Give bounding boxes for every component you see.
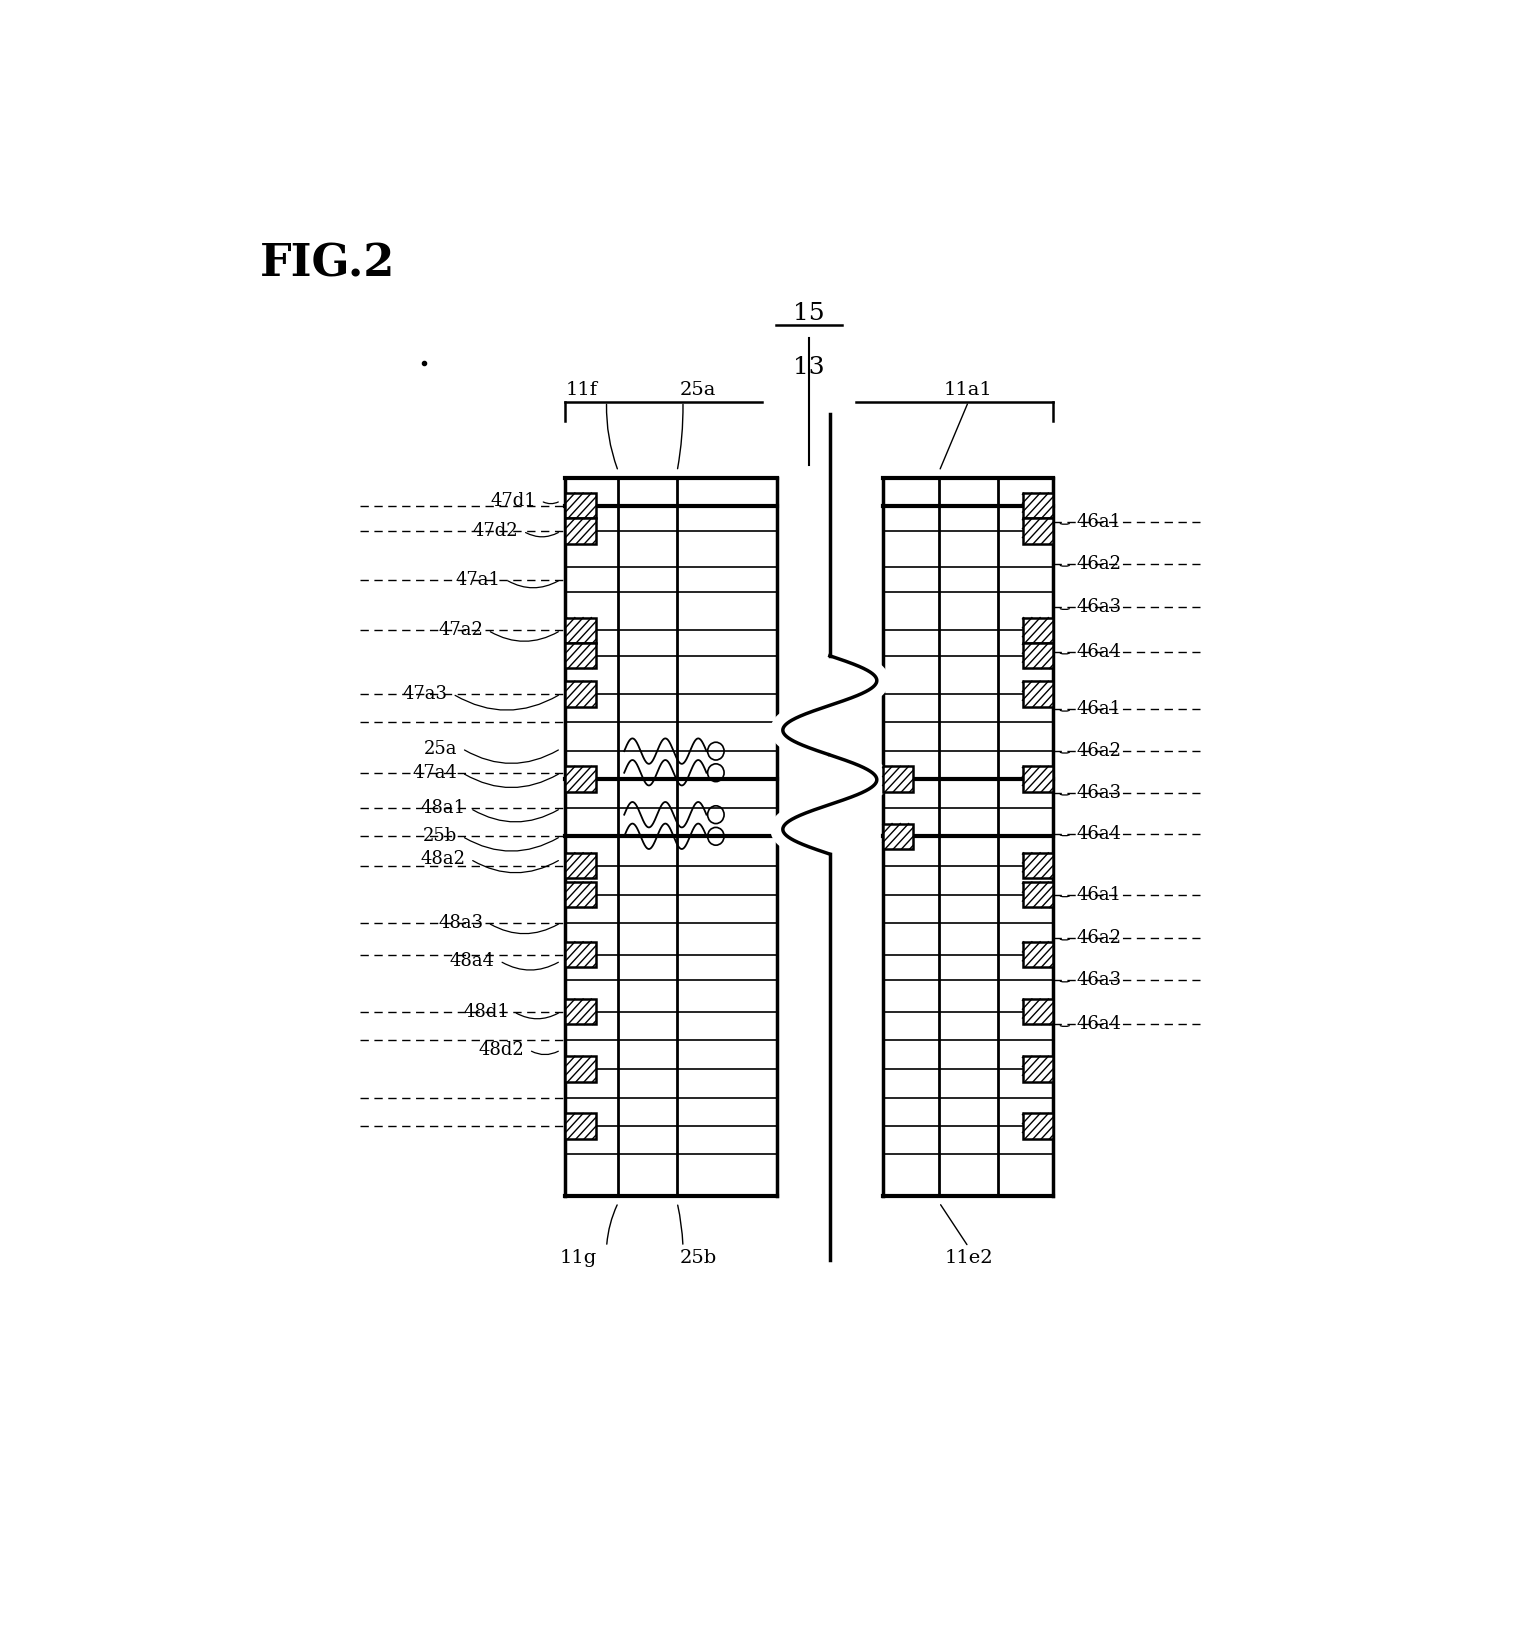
Bar (1022, 854, 1054, 878)
Bar (565, 617, 596, 644)
Bar (565, 999, 596, 1024)
Text: 47a1: 47a1 (456, 571, 500, 588)
Text: 25a: 25a (424, 740, 458, 758)
Text: 25b: 25b (423, 827, 458, 845)
Text: 46a4: 46a4 (1076, 642, 1122, 660)
Bar (1022, 682, 1054, 707)
Text: 46a2: 46a2 (1076, 741, 1122, 759)
Bar (1022, 941, 1054, 967)
Text: 47d2: 47d2 (473, 522, 518, 540)
Text: 47a4: 47a4 (412, 764, 458, 781)
Bar (1022, 1057, 1054, 1081)
Bar (1022, 644, 1054, 669)
Text: 25b: 25b (679, 1250, 717, 1268)
Bar (565, 1057, 596, 1081)
Bar (565, 766, 596, 792)
Text: 48d2: 48d2 (479, 1040, 525, 1058)
Text: 46a1: 46a1 (1076, 887, 1122, 903)
Bar (1022, 882, 1054, 908)
Text: 47a3: 47a3 (403, 685, 449, 703)
Text: 13: 13 (793, 355, 825, 378)
Text: 46a3: 46a3 (1076, 784, 1122, 802)
Text: 46a4: 46a4 (1076, 826, 1122, 842)
Text: 47d1: 47d1 (490, 492, 537, 510)
Bar (1022, 766, 1054, 792)
Bar (565, 682, 596, 707)
Bar (1022, 999, 1054, 1024)
Text: 11e2: 11e2 (944, 1250, 993, 1268)
Bar (1022, 617, 1054, 644)
Text: 46a2: 46a2 (1076, 930, 1122, 948)
Text: FIG.2: FIG.2 (261, 243, 396, 286)
Bar (882, 824, 913, 849)
Bar (882, 766, 913, 792)
Bar (565, 882, 596, 908)
Text: 46a1: 46a1 (1076, 700, 1122, 718)
Text: 11g: 11g (559, 1250, 597, 1268)
Text: 46a3: 46a3 (1076, 971, 1122, 989)
Text: 47a2: 47a2 (438, 621, 484, 639)
Text: 48a3: 48a3 (438, 913, 484, 931)
Text: 48a2: 48a2 (420, 850, 465, 868)
Text: 48a1: 48a1 (420, 799, 465, 817)
Bar (1022, 518, 1054, 543)
Bar (1022, 494, 1054, 518)
Bar (565, 941, 596, 967)
Text: 46a3: 46a3 (1076, 598, 1122, 616)
Bar (565, 494, 596, 518)
Bar (565, 1113, 596, 1139)
Text: 46a1: 46a1 (1076, 513, 1122, 532)
Bar (565, 644, 596, 669)
Text: 15: 15 (793, 302, 825, 325)
Text: 46a2: 46a2 (1076, 555, 1122, 573)
Bar (565, 518, 596, 543)
Text: 48d1: 48d1 (464, 1002, 509, 1020)
Text: 46a4: 46a4 (1076, 1015, 1122, 1034)
Text: 25a: 25a (679, 381, 716, 400)
Text: 11f: 11f (565, 381, 597, 400)
Bar (1022, 1113, 1054, 1139)
Bar (565, 854, 596, 878)
Text: 48a4: 48a4 (450, 953, 494, 969)
Text: 11a1: 11a1 (944, 381, 993, 400)
